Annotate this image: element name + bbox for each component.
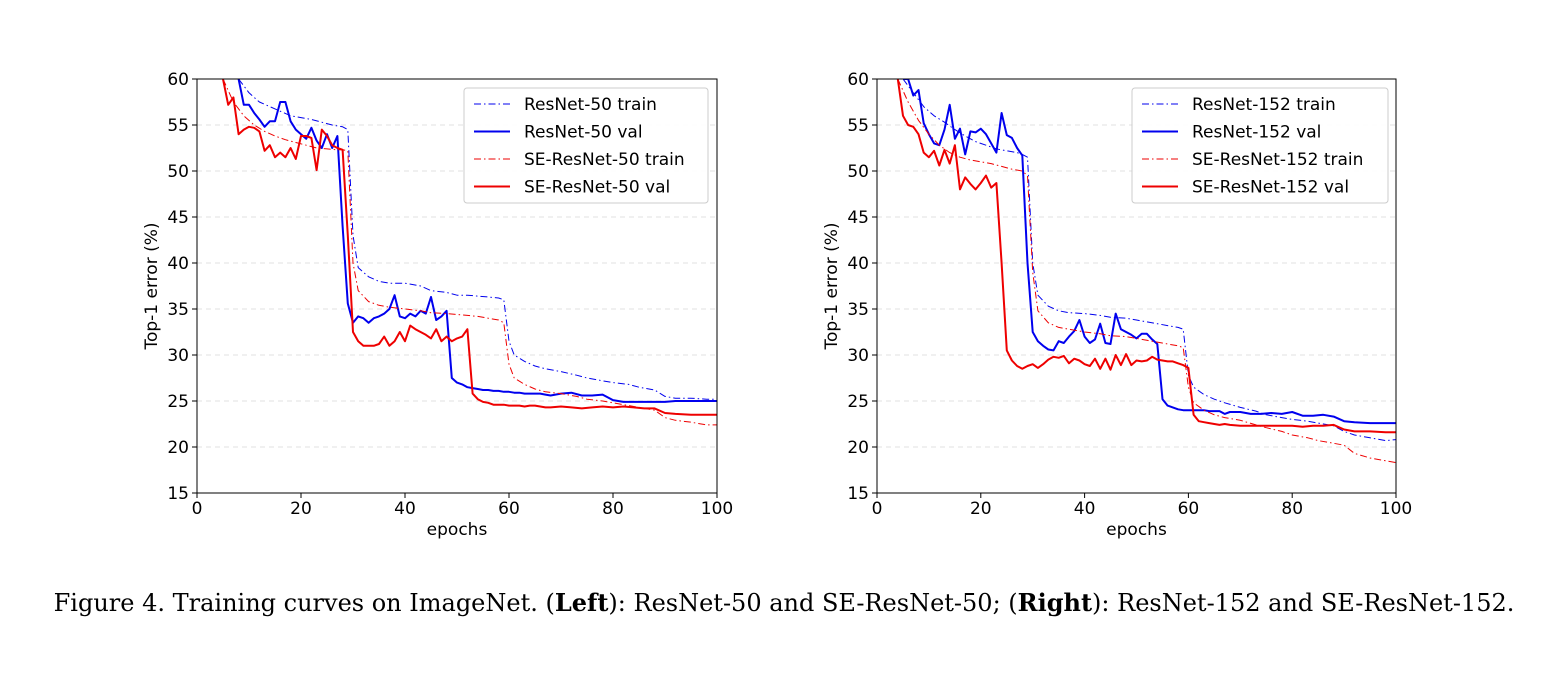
x-tick-label: 40 <box>394 499 416 519</box>
right-chart: 0 20 40 60 80 100 15 20 25 30 35 40 45 50 55 60 epochs To… <box>822 70 1412 540</box>
series-group <box>896 79 1396 464</box>
y-axis-label: Top-1 error (%) <box>142 222 162 350</box>
y-tick-label: 40 <box>847 254 869 274</box>
legend-label: ResNet-50 val <box>524 123 643 143</box>
x-tick-label: 100 <box>1380 499 1412 519</box>
y-tick-label: 40 <box>167 254 189 274</box>
legend-label: SE-ResNet-152 train <box>1192 150 1363 170</box>
x-tick-label: 0 <box>192 499 203 519</box>
series-line-resnet-50-train <box>238 79 717 400</box>
legend-label: ResNet-152 val <box>1192 123 1321 143</box>
x-tick-label: 20 <box>970 499 992 519</box>
series-line-se-resnet-50-val <box>222 79 717 416</box>
y-tick-label: 15 <box>167 484 189 504</box>
series-group <box>222 79 717 426</box>
left-chart: 0 20 40 60 80 100 15 20 25 30 35 40 45 50 55 60 epochs To… <box>142 70 733 540</box>
caption-suffix: ): ResNet-152 and SE-ResNet-152. <box>1092 589 1515 617</box>
caption-middle: ): ResNet-50 and SE-ResNet-50; ( <box>608 589 1018 617</box>
legend-label: SE-ResNet-152 val <box>1192 178 1349 198</box>
series-line-se-resnet-50-train <box>222 79 717 426</box>
x-tick-label: 60 <box>498 499 520 519</box>
y-tick-label: 45 <box>167 208 189 228</box>
plot-frame <box>876 78 1397 494</box>
y-tick-label: 50 <box>167 162 189 182</box>
y-axis-label: Top-1 error (%) <box>822 222 842 350</box>
legend-label: SE-ResNet-50 val <box>524 178 670 198</box>
legend-label: ResNet-152 train <box>1192 95 1336 115</box>
legend-box <box>1131 87 1389 204</box>
legend-label: SE-ResNet-50 train <box>524 150 685 170</box>
x-tick-label: 20 <box>290 499 312 519</box>
y-tick-label: 25 <box>847 392 869 412</box>
y-tick-label: 20 <box>167 438 189 458</box>
y-tick-label: 35 <box>847 300 869 320</box>
y-tick-label: 25 <box>167 392 189 412</box>
legend-box <box>463 87 709 204</box>
series-line-se-resnet-152-val <box>896 79 1396 434</box>
figure-caption: Figure 4. Training curves on ImageNet. (… <box>0 588 1568 617</box>
legend: ResNet-152 train ResNet-152 val SE-ResNet-… <box>1131 87 1389 204</box>
x-tick-label: 80 <box>1281 499 1303 519</box>
y-tick-label: 30 <box>167 346 189 366</box>
series-line-se-resnet-152-train <box>897 79 1396 464</box>
y-tick-label: 20 <box>847 438 869 458</box>
y-tick-label: 50 <box>847 162 869 182</box>
x-tick-label: 40 <box>1074 499 1096 519</box>
series-line-resnet-152-train <box>902 79 1396 442</box>
caption-left-label: Left <box>554 588 609 617</box>
legend: ResNet-50 train ResNet-50 val SE-ResNet-50… <box>463 87 709 204</box>
series-line-resnet-152-val <box>903 79 1396 425</box>
y-tick-label: 35 <box>167 300 189 320</box>
x-axis-label: epochs <box>427 520 488 540</box>
x-axis-label: epochs <box>1106 520 1167 540</box>
x-tick-label: 100 <box>701 499 733 519</box>
caption-right-label: Right <box>1017 588 1093 617</box>
y-tick-label: 60 <box>167 70 189 90</box>
y-tick-label: 55 <box>167 116 189 136</box>
y-tick-label: 55 <box>847 116 869 136</box>
y-tick-label: 15 <box>847 484 869 504</box>
x-tick-label: 80 <box>602 499 624 519</box>
y-tick-label: 45 <box>847 208 869 228</box>
x-tick-label: 0 <box>872 499 883 519</box>
legend-label: ResNet-50 train <box>524 95 657 115</box>
y-tick-label: 60 <box>847 70 869 90</box>
caption-prefix: Figure 4. Training curves on ImageNet. ( <box>53 589 555 617</box>
x-tick-label: 60 <box>1178 499 1200 519</box>
y-tick-label: 30 <box>847 346 869 366</box>
plot-frame <box>196 78 718 494</box>
